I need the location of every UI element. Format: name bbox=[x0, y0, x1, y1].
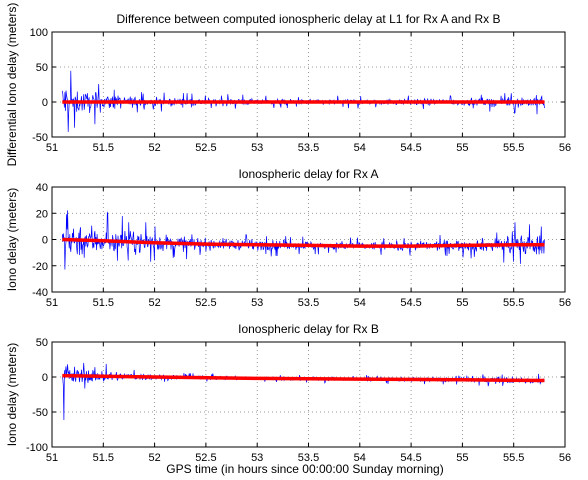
x-tick-label: 51 bbox=[46, 297, 58, 309]
x-tick-label: 54.5 bbox=[400, 297, 421, 309]
y-tick-label: 0 bbox=[42, 97, 48, 109]
y-axis-label: Iono delay (meters) bbox=[5, 343, 19, 446]
x-tick-label: 56 bbox=[559, 452, 571, 464]
x-tick-label: 55 bbox=[456, 297, 468, 309]
x-tick-label: 53.5 bbox=[298, 297, 319, 309]
y-tick-label: -20 bbox=[32, 261, 48, 273]
x-tick-label: 52 bbox=[148, 297, 160, 309]
series-line-trend bbox=[62, 237, 545, 248]
series-line-trend bbox=[62, 373, 545, 383]
x-tick-label: 52.5 bbox=[195, 452, 216, 464]
chart-panel-2: 51 51.5 52 52.5 53 53.5 54 54.5 55 55.5 56 -40 -20 0 2… bbox=[5, 167, 571, 309]
x-tick-label: 53 bbox=[251, 297, 263, 309]
y-tick-label: 50 bbox=[36, 337, 48, 349]
y-tick-label: -50 bbox=[32, 407, 48, 419]
y-tick-label: -40 bbox=[32, 287, 48, 299]
chart-panel-3: 51 51.5 52 52.5 53 53.5 54 54.5 55 55.5 56 -100 -50 0… bbox=[5, 322, 571, 464]
x-tick-label: 51 bbox=[46, 452, 58, 464]
y-tick-label: 0 bbox=[42, 235, 48, 247]
x-tick-label: 52.5 bbox=[195, 142, 216, 154]
x-tick-label: 53.5 bbox=[298, 142, 319, 154]
y-axis-label: Differential Iono delay (meters) bbox=[5, 3, 19, 167]
y-tick-label: -50 bbox=[32, 132, 48, 144]
x-tick-label: 55.5 bbox=[503, 142, 524, 154]
chart-panel-1: 51 51.5 52 52.5 53 53.5 54 54.5 55 55.5 56 -50 0 50 10… bbox=[5, 3, 571, 167]
x-tick-label: 53.5 bbox=[298, 452, 319, 464]
x-tick-label: 56 bbox=[559, 297, 571, 309]
x-tick-label: 51.5 bbox=[93, 142, 114, 154]
y-tick-label: 50 bbox=[36, 62, 48, 74]
y-tick-label: 40 bbox=[36, 182, 48, 194]
x-tick-label: 55.5 bbox=[503, 297, 524, 309]
y-axis-label: Iono delay (meters) bbox=[5, 188, 19, 291]
x-tick-label: 51.5 bbox=[93, 452, 114, 464]
chart-title: Ionospheric delay for Rx B bbox=[238, 322, 379, 336]
x-tick-label: 54 bbox=[354, 297, 366, 309]
x-tick-label: 54.5 bbox=[400, 142, 421, 154]
x-tick-label: 55 bbox=[456, 142, 468, 154]
y-tick-label: 100 bbox=[30, 27, 48, 39]
chart-title: Ionospheric delay for Rx A bbox=[238, 167, 378, 181]
chart-title: Difference between computed ionospheric … bbox=[116, 12, 500, 26]
x-tick-label: 54 bbox=[354, 452, 366, 464]
x-axis-label: GPS time (in hours since 00:00:00 Sunday… bbox=[166, 462, 443, 476]
x-tick-label: 56 bbox=[559, 142, 571, 154]
y-tick-label: 20 bbox=[36, 208, 48, 220]
x-tick-label: 52.5 bbox=[195, 297, 216, 309]
x-tick-label: 55 bbox=[456, 452, 468, 464]
x-tick-label: 52 bbox=[148, 142, 160, 154]
x-tick-label: 51.5 bbox=[93, 297, 114, 309]
x-tick-label: 51 bbox=[46, 142, 58, 154]
x-tick-label: 55.5 bbox=[503, 452, 524, 464]
x-tick-label: 52 bbox=[148, 452, 160, 464]
x-tick-label: 53 bbox=[251, 142, 263, 154]
x-tick-label: 54.5 bbox=[400, 452, 421, 464]
y-tick-label: 0 bbox=[42, 372, 48, 384]
x-tick-label: 53 bbox=[251, 452, 263, 464]
x-tick-label: 54 bbox=[354, 142, 366, 154]
y-tick-label: -100 bbox=[26, 442, 48, 454]
